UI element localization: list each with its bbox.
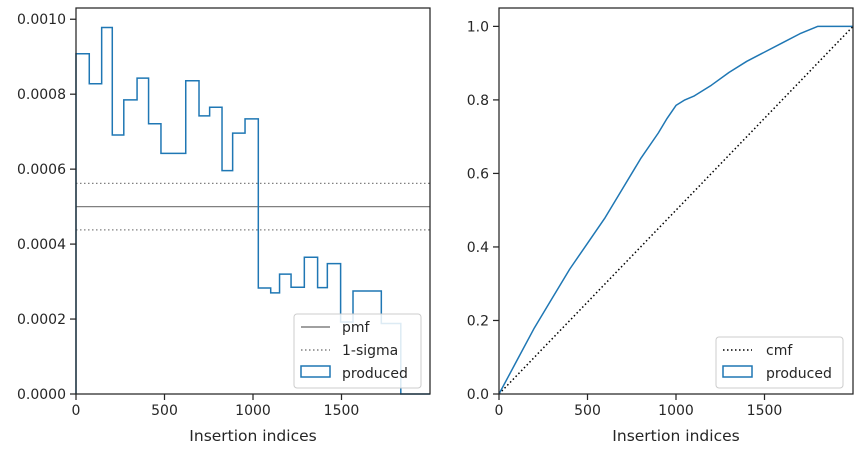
legend-produced-label: produced <box>342 366 408 382</box>
right-y-tick-label: 1.0 <box>467 19 489 35</box>
legend-1-sigma-label: 1-sigma <box>342 343 398 359</box>
right-plot-frame <box>498 7 854 395</box>
left-y-tick-label: 0.0006 <box>17 162 66 178</box>
left-x-tick-label: 500 <box>151 403 178 419</box>
right-y-tick-label: 0.8 <box>467 93 489 109</box>
right-y-tick-label: 0.2 <box>467 313 489 329</box>
right-x-tick-label: 1000 <box>658 403 694 419</box>
left-legend: pmf 1-sigma produced <box>293 313 422 389</box>
right-x-axis-title: Insertion indices <box>612 427 739 445</box>
left-x-tick-label: 0 <box>72 403 81 419</box>
legend-produced-swatch-right <box>722 365 753 378</box>
chart-left: 0 500 1000 1500 0.0000 0.0002 0.0004 0.0006 0.00… <box>17 7 431 445</box>
produced-histogram-step <box>75 26 430 395</box>
right-legend: cmf produced <box>715 336 844 389</box>
legend-pmf-label: pmf <box>342 320 371 336</box>
left-y-tick-label: 0.0002 <box>17 312 66 328</box>
right-x-tick-label: 500 <box>574 403 601 419</box>
right-x-tick-label: 0 <box>495 403 504 419</box>
cmf-line <box>498 25 854 395</box>
right-y-tick-label: 0.4 <box>467 240 489 256</box>
left-y-tick-label: 0.0008 <box>17 87 66 103</box>
left-y-tick-label: 0.0000 <box>17 387 66 403</box>
left-x-tick-label: 1500 <box>324 403 360 419</box>
right-y-tick-label: 0.0 <box>467 387 489 403</box>
left-y-tick-label: 0.0010 <box>17 12 66 28</box>
produced-line <box>498 25 853 395</box>
legend-produced-swatch <box>300 365 331 378</box>
legend-cmf-label: cmf <box>766 343 793 359</box>
left-legend-box <box>293 313 422 389</box>
right-y-tick-label: 0.6 <box>467 166 489 182</box>
left-x-axis-title: Insertion indices <box>189 427 316 445</box>
legend-produced-label-right: produced <box>766 366 832 382</box>
left-y-tick-label: 0.0004 <box>17 237 66 253</box>
right-x-tick-label: 1500 <box>747 403 783 419</box>
left-x-tick-label: 1000 <box>235 403 271 419</box>
chart-right: 0 500 1000 1500 0.0 0.2 0.4 0.6 0.8 1.0 Insertion… <box>467 7 854 445</box>
